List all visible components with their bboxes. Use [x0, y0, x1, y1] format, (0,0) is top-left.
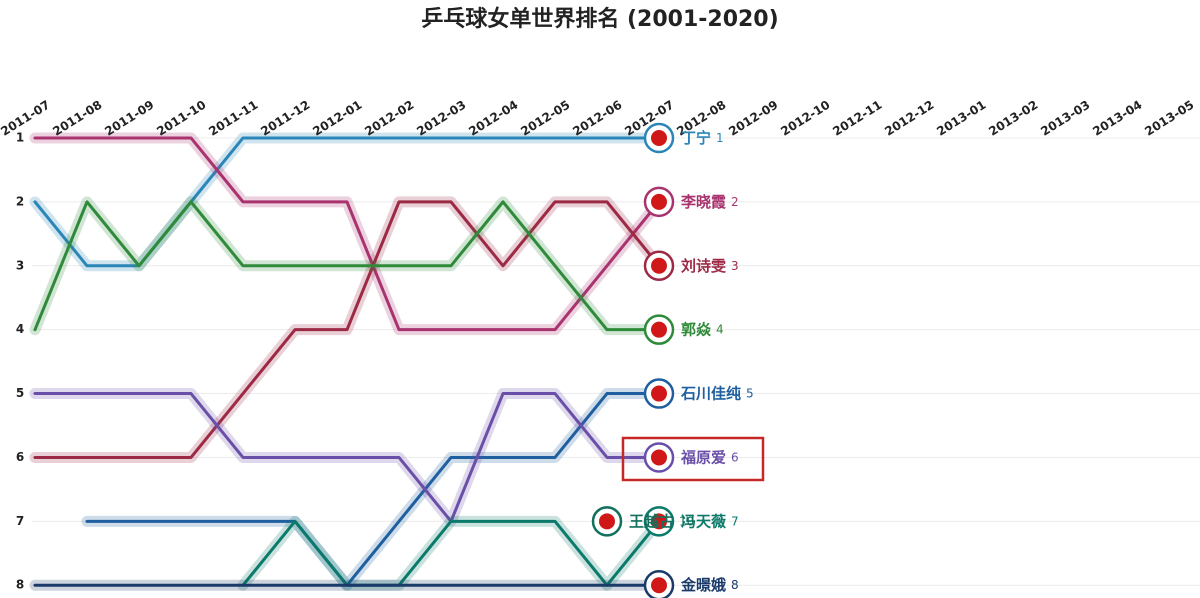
y-tick-label: 6 — [16, 450, 24, 464]
series-label: 刘诗雯 3 — [681, 256, 739, 274]
series-rank: 1 — [716, 130, 724, 144]
series-rank: 7 — [731, 514, 739, 528]
x-tick-label: 2012-10 — [778, 98, 832, 139]
highlight-box — [621, 436, 765, 482]
y-tick-label: 4 — [16, 322, 24, 336]
y-tick-label: 5 — [16, 386, 24, 400]
line — [33, 392, 661, 523]
end-dot-flag — [651, 449, 667, 466]
series-rank: 10 — [679, 514, 694, 528]
end-dot-flag — [651, 577, 667, 594]
series-rank: 5 — [746, 386, 754, 400]
line — [85, 392, 661, 587]
y-tick-label: 2 — [16, 194, 24, 208]
line — [33, 200, 661, 332]
series-label: 丁宁 1 — [681, 128, 724, 146]
series-rank: 2 — [731, 194, 739, 208]
y-tick-label: 8 — [16, 578, 24, 592]
series-name: 金暻娥 — [680, 576, 726, 594]
x-tick-label: 2013-05 — [1142, 98, 1196, 139]
series-label: 王越古 10 — [629, 512, 694, 530]
x-tick-label: 2013-04 — [1090, 98, 1144, 139]
end-dot-flag — [651, 385, 667, 402]
end-dot-flag — [599, 513, 615, 530]
line — [33, 200, 661, 459]
x-tick-label: 2013-01 — [934, 98, 988, 139]
x-tick-label: 2012-12 — [882, 98, 936, 139]
y-tick-label: 7 — [16, 514, 24, 528]
series-label: 李晓霞 2 — [680, 192, 739, 210]
end-dot-flag — [651, 257, 667, 274]
series-name: 刘诗雯 — [681, 256, 726, 274]
y-tick-label: 1 — [16, 130, 24, 144]
series-name: 郭焱 — [681, 320, 712, 338]
line — [241, 519, 661, 587]
series-label: 郭焱 4 — [681, 320, 724, 338]
x-tick-label: 2012-11 — [830, 98, 884, 139]
series-name: 王越古 — [629, 512, 674, 530]
end-dot-flag — [651, 513, 667, 530]
series-name: 冯天薇 — [681, 512, 726, 530]
line — [33, 136, 661, 332]
series-rank: 8 — [731, 578, 739, 592]
series-label: 冯天薇 7 — [681, 512, 739, 530]
series-label: 金暻娥 8 — [680, 576, 739, 594]
series-label: 石川佳纯 5 — [680, 384, 754, 402]
end-dot-flag — [651, 193, 667, 210]
lines — [29, 132, 665, 591]
series-name: 李晓霞 — [680, 192, 727, 210]
series-name: 福原爱 — [680, 448, 726, 466]
x-tick-label: 2013-02 — [986, 98, 1040, 139]
end-dot-flag — [651, 129, 667, 146]
series-rank: 4 — [716, 322, 724, 336]
series-rank: 3 — [731, 258, 739, 272]
chart-title: 乒乓球女单世界排名 (2001-2020) — [421, 6, 778, 32]
series-name: 石川佳纯 — [680, 384, 741, 402]
line-halo — [29, 132, 665, 336]
y-tick-label: 3 — [16, 258, 24, 272]
series-rank: 6 — [731, 450, 739, 464]
end-dot-flag — [651, 321, 667, 338]
series-name: 丁宁 — [681, 128, 711, 146]
series-label: 福原爱 6 — [680, 448, 739, 466]
x-tick-label: 2012-09 — [726, 98, 780, 139]
x-tick-label: 2013-03 — [1038, 98, 1092, 139]
